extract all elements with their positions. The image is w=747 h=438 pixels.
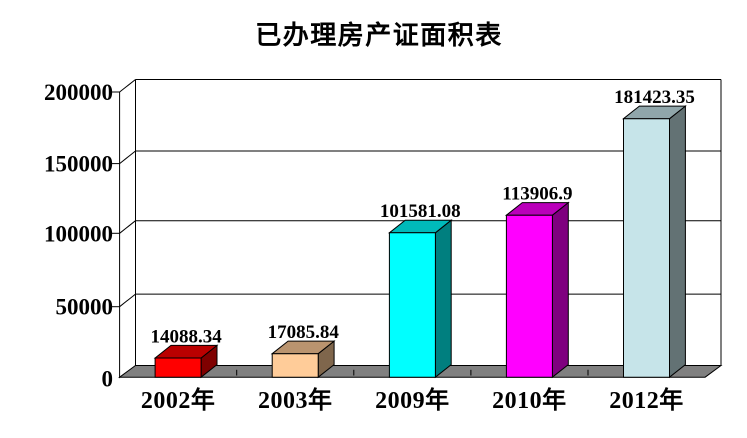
svg-text:0: 0 xyxy=(102,367,114,392)
svg-text:17085.84: 17085.84 xyxy=(268,322,340,343)
svg-text:2002年: 2002年 xyxy=(141,386,216,414)
svg-text:113906.9: 113906.9 xyxy=(502,184,572,205)
svg-text:200000: 200000 xyxy=(44,80,113,105)
svg-text:100000: 100000 xyxy=(44,221,113,246)
svg-text:2012年: 2012年 xyxy=(609,386,684,414)
svg-text:50000: 50000 xyxy=(56,295,114,320)
svg-text:101581.08: 101581.08 xyxy=(380,201,461,222)
svg-text:2010年: 2010年 xyxy=(492,386,567,414)
svg-text:2003年: 2003年 xyxy=(258,386,333,414)
svg-text:181423.35: 181423.35 xyxy=(614,87,695,108)
svg-text:已办理房产证面积表: 已办理房产证面积表 xyxy=(255,21,503,50)
svg-text:14088.34: 14088.34 xyxy=(150,326,222,347)
svg-text:150000: 150000 xyxy=(44,152,113,177)
svg-text:2009年: 2009年 xyxy=(375,386,450,414)
